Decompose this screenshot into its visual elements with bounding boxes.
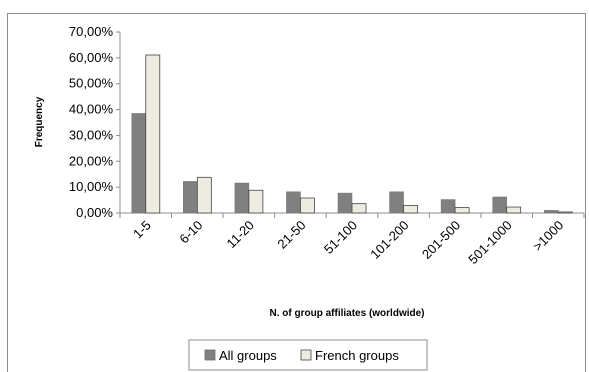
x-tick-label: 201-500 [419, 218, 463, 262]
y-axis-title-text: Frequency [34, 96, 45, 147]
y-tick-label: 50,00% [69, 76, 114, 91]
bar-all-groups [337, 192, 353, 214]
x-tick-label: 501-1000 [465, 218, 514, 267]
bar-all-groups [389, 191, 404, 214]
x-tick-label: 1-5 [130, 218, 154, 242]
x-tick-label: 101-200 [367, 218, 411, 262]
bar-all-groups [131, 113, 147, 214]
legend-entry-all-groups-swatch [204, 349, 216, 361]
x-tick-label: >1000 [530, 218, 566, 254]
bar-all-groups [234, 182, 250, 214]
chart-frame [7, 13, 586, 372]
y-tick-label: 10,00% [69, 179, 114, 194]
bar-french-groups [351, 203, 367, 214]
bar-all-groups [440, 199, 456, 214]
y-tick-label: 40,00% [69, 102, 114, 117]
y-tick-label: 20,00% [69, 153, 114, 168]
bar-french-groups [145, 54, 161, 214]
x-axis-title: N. of group affiliates (worldwide) [270, 308, 425, 319]
x-tick-label: 51-100 [321, 218, 360, 257]
bar-french-groups [300, 197, 315, 214]
legend-entry-all-groups-label: All groups [219, 348, 277, 363]
y-tick-label: 0,00% [76, 205, 113, 220]
bar-french-groups [403, 205, 418, 214]
bar-french-groups [557, 211, 573, 214]
plot-area: 0,00% 10,00% 20,00% 30,00% 40,00% 50,00% 60,00… [69, 24, 585, 267]
y-tick-label: 60,00% [69, 50, 114, 65]
x-tick-label: 6-10 [176, 218, 205, 247]
x-tick-label: 21-50 [274, 218, 308, 252]
bar-french-groups [454, 207, 470, 214]
y-tick-label: 70,00% [69, 24, 114, 39]
legend: All groups French groups [188, 339, 428, 371]
bar-french-groups [196, 176, 212, 214]
bar-all-groups [286, 191, 301, 214]
bar-french-groups [506, 206, 522, 214]
x-tick-label: 11-20 [224, 218, 257, 251]
bar-all-groups [543, 210, 559, 214]
y-axis-title: Frequency [34, 96, 45, 147]
y-tick-label: 30,00% [69, 127, 114, 142]
legend-entry-french-groups-label: French groups [315, 348, 399, 363]
bar-all-groups [183, 181, 198, 214]
bar-french-groups [248, 189, 264, 214]
bar-all-groups [492, 196, 507, 214]
legend-entry-french-groups-swatch [300, 349, 312, 361]
